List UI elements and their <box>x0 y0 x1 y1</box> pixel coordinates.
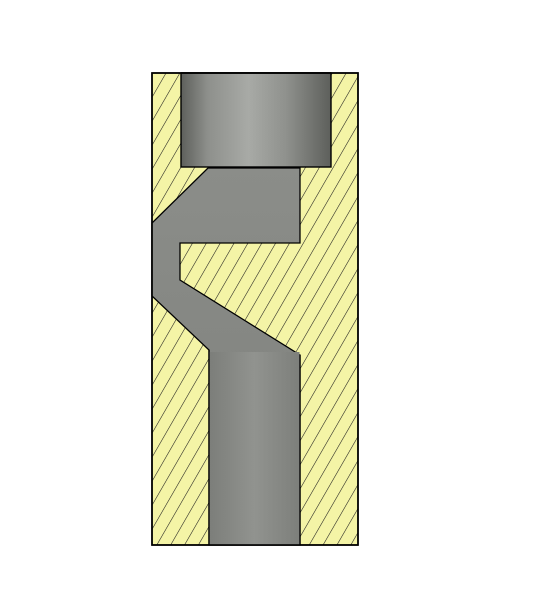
lower-bore <box>209 352 300 545</box>
section-outline <box>151 72 359 546</box>
upper-counterbore <box>180 72 332 168</box>
